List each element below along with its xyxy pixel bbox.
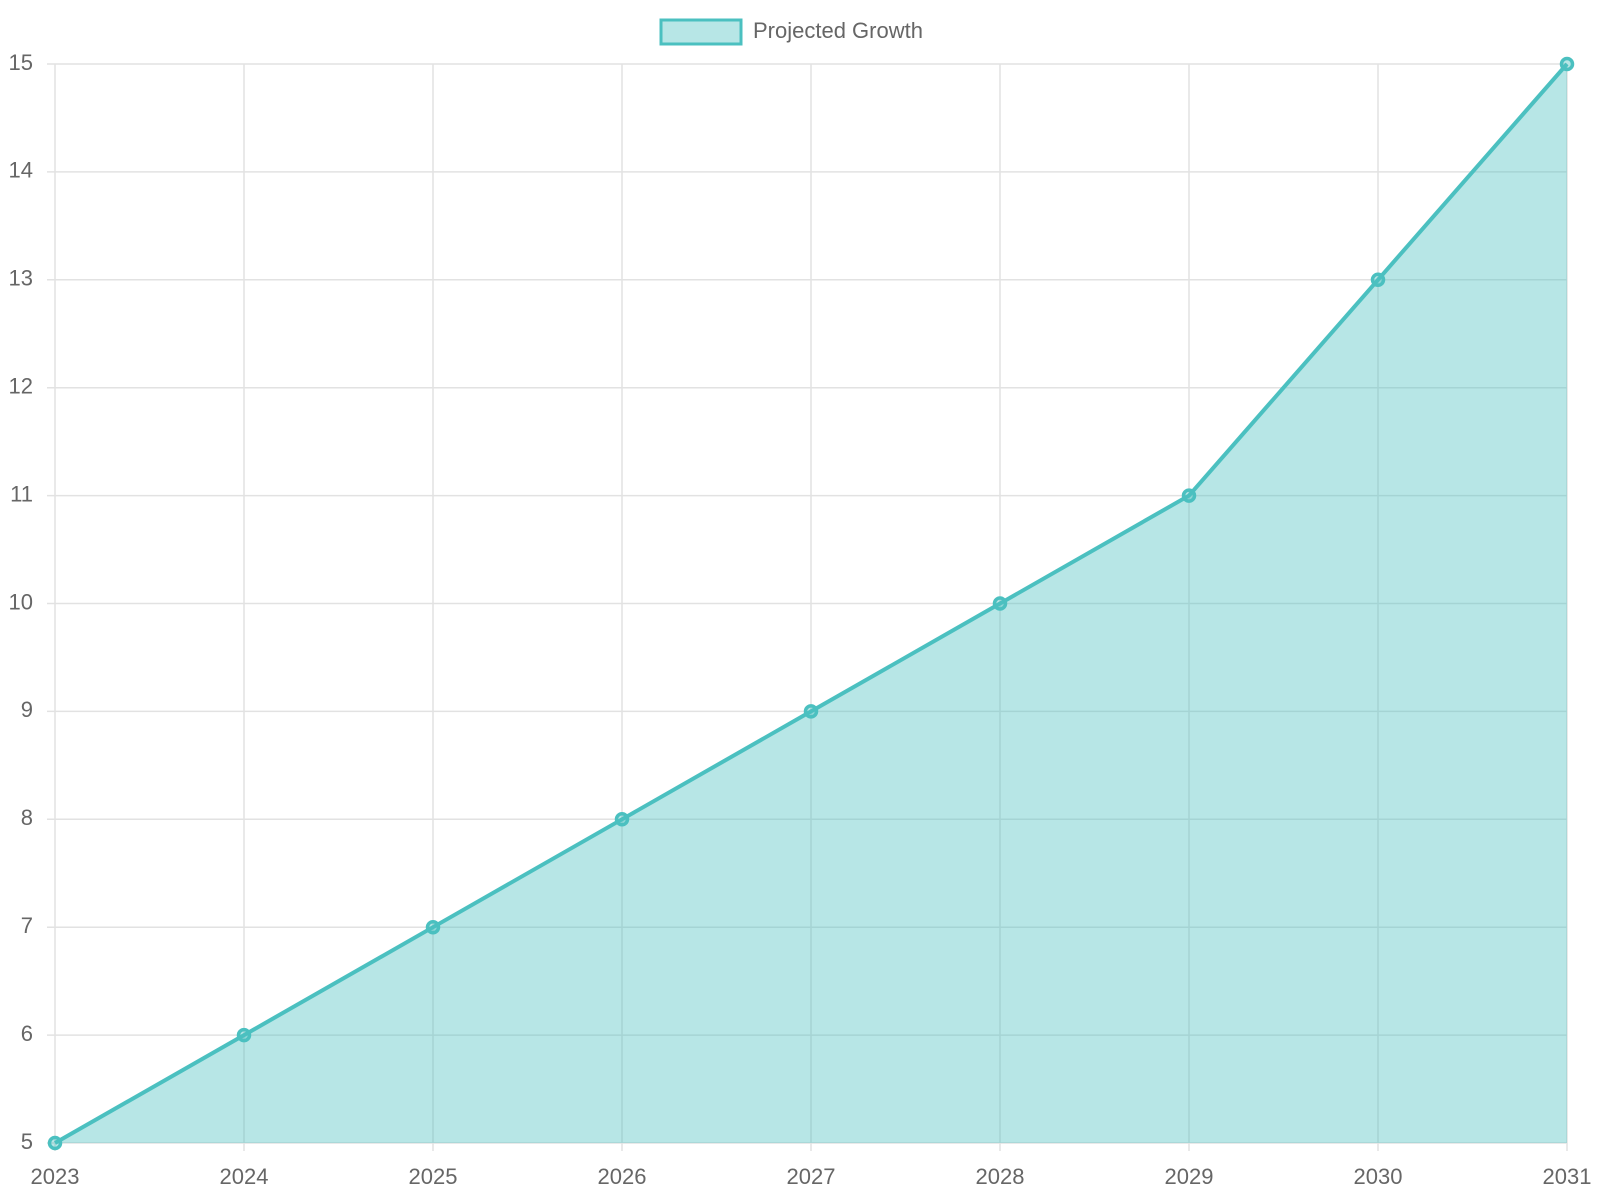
point	[47, 1135, 63, 1151]
x-tick-label: 2031	[1543, 1164, 1592, 1189]
y-tick-label: 10	[9, 589, 33, 614]
x-tick-label: 2029	[1165, 1164, 1214, 1189]
y-tick-label: 14	[9, 158, 33, 183]
y-tick-label: 15	[9, 50, 33, 75]
y-tick-label: 13	[9, 266, 33, 291]
y-tick-label: 9	[21, 697, 33, 722]
x-tick-label: 2030	[1354, 1164, 1403, 1189]
y-tick-label: 7	[21, 913, 33, 938]
x-tick-label: 2026	[598, 1164, 647, 1189]
point	[236, 1027, 252, 1043]
point	[425, 919, 441, 935]
y-tick-label: 8	[21, 805, 33, 830]
point	[992, 596, 1008, 611]
point	[1559, 56, 1575, 72]
x-tick-label: 2025	[409, 1164, 458, 1189]
y-tick-label: 12	[9, 374, 33, 399]
y-tick-label: 6	[21, 1021, 33, 1046]
point	[1181, 488, 1197, 503]
y-tick-label: 5	[21, 1129, 33, 1154]
x-tick-label: 2027	[787, 1164, 836, 1189]
point	[803, 704, 819, 719]
x-tick-label: 2028	[976, 1164, 1025, 1189]
line	[54, 62, 1569, 1145]
point	[614, 812, 630, 827]
legend-swatch	[659, 18, 743, 46]
x-tick-label: 2024	[220, 1164, 269, 1189]
area	[55, 64, 1567, 1143]
y-tick-label: 11	[10, 481, 33, 506]
point	[1370, 272, 1386, 288]
x-tick-label: 2023	[31, 1164, 80, 1189]
legend-label: Projected Growth	[753, 18, 923, 43]
